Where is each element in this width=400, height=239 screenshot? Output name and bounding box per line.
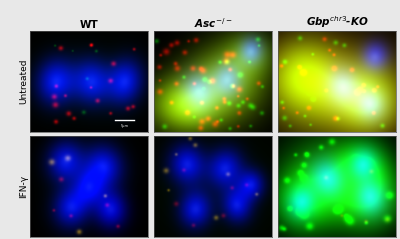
Text: IFN-γ: IFN-γ — [19, 174, 28, 198]
Text: WT: WT — [80, 20, 98, 30]
Text: 5µm: 5µm — [121, 124, 129, 128]
Text: Gbp$^{chr3}$-KO: Gbp$^{chr3}$-KO — [306, 14, 368, 30]
Text: Untreated: Untreated — [19, 59, 28, 104]
Text: Asc$^{-/-}$: Asc$^{-/-}$ — [194, 16, 232, 30]
